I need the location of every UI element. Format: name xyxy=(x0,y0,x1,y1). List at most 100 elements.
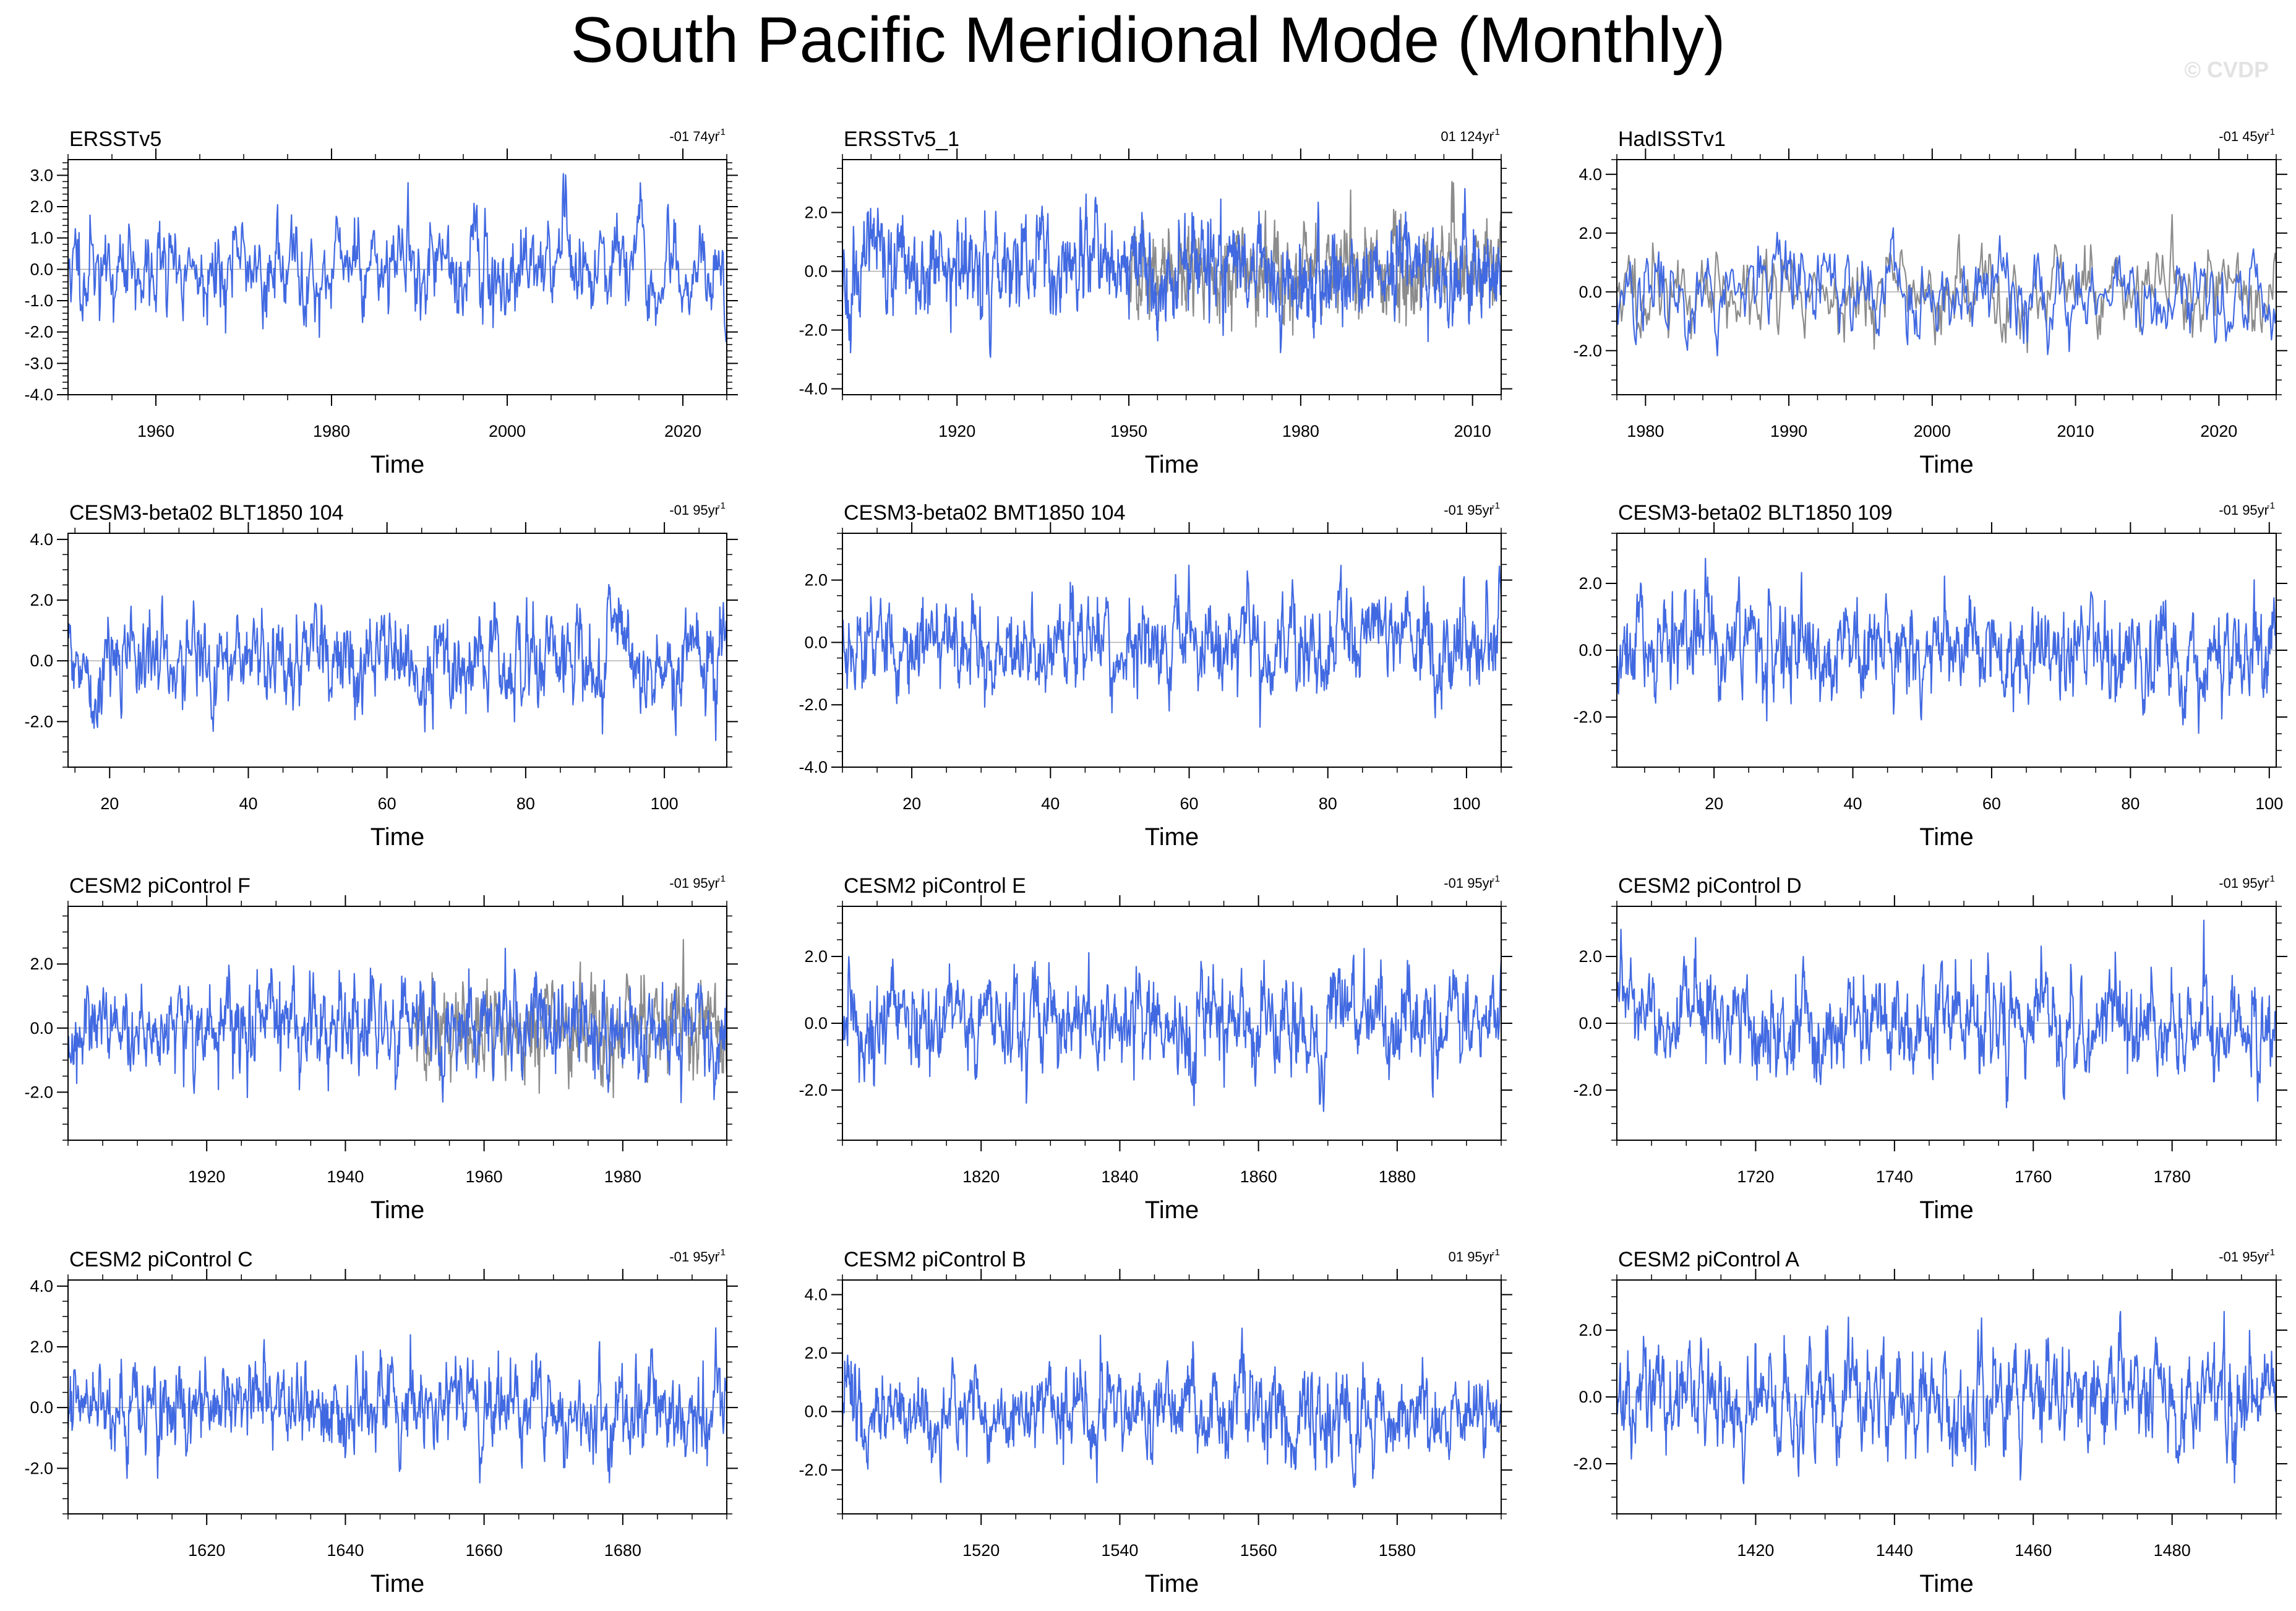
x-tick-label: 1980 xyxy=(604,1167,641,1186)
x-axis-label: Time xyxy=(1145,823,1199,851)
y-tick-label: 0.0 xyxy=(1578,641,1602,659)
series-line-picontrol-f xyxy=(68,947,727,1104)
y-tick-label: 2.0 xyxy=(1578,224,1602,243)
trend-label: -01 74yr xyxy=(669,129,719,144)
watermark: © CVDP xyxy=(2184,57,2269,82)
x-tick-label: 80 xyxy=(516,794,535,813)
trend-label: -01 95yr xyxy=(1444,875,1494,891)
plot-frame xyxy=(842,533,1502,768)
y-tick-label: 0.0 xyxy=(1578,1014,1602,1033)
series-line-picontrol-a xyxy=(1617,1310,2276,1485)
y-tick-label: 2.0 xyxy=(30,1338,53,1356)
series-line-picontrol-b xyxy=(842,1327,1501,1489)
y-tick-label: 0.0 xyxy=(30,1019,53,1037)
x-tick-label: 40 xyxy=(1041,794,1060,813)
x-tick-label: 1820 xyxy=(962,1167,1000,1186)
y-tick-label: 2.0 xyxy=(1578,574,1602,593)
x-tick-label: 1990 xyxy=(1770,422,1807,440)
y-tick-label: 4.0 xyxy=(804,1286,828,1304)
y-tick-label: 0.0 xyxy=(804,262,828,281)
x-tick-label: 1540 xyxy=(1101,1541,1138,1560)
trend-superscript: -1 xyxy=(718,500,726,511)
chart-panel-5: CESM3-beta02 BMT1850 104 -01 95yr-1 2.0 0.0… xyxy=(799,500,1512,851)
chart-panel-6: CESM3-beta02 BLT1850 109 -01 95yr-1 2.0 0.0… xyxy=(1573,500,2287,851)
x-tick-label: 2010 xyxy=(2057,422,2094,440)
x-axis-label: Time xyxy=(371,823,424,851)
trend-superscript: -1 xyxy=(718,127,726,137)
y-tick-label: 2.0 xyxy=(804,947,828,966)
y-tick-label: -2.0 xyxy=(24,712,53,731)
panel-title: ERSSTv5 xyxy=(69,127,161,151)
x-axis-label: Time xyxy=(1919,823,1973,851)
x-tick-label: 1640 xyxy=(327,1541,364,1560)
trend-superscript: -1 xyxy=(718,874,726,884)
x-tick-label: 1740 xyxy=(1876,1167,1913,1186)
trend-label: -01 95yr xyxy=(669,875,719,891)
y-tick-label: 2.0 xyxy=(1578,947,1602,966)
chart-panel-11: CESM2 piControl B 01 95yr-1 4.0 2.0 0.0 -2.0 1… xyxy=(799,1247,1512,1597)
trend-superscript: -1 xyxy=(1492,1247,1500,1258)
x-tick-label: 2000 xyxy=(1914,422,1951,440)
y-tick-label: -2.0 xyxy=(24,1083,53,1101)
x-tick-label: 1940 xyxy=(327,1167,364,1186)
y-tick-label: 2.0 xyxy=(1578,1321,1602,1339)
panel-title: CESM2 piControl C xyxy=(69,1248,253,1271)
x-tick-label: 40 xyxy=(239,794,257,813)
y-tick-label: 2.0 xyxy=(804,571,828,590)
plot-frame xyxy=(67,159,727,395)
trend-superscript: -1 xyxy=(2267,874,2275,884)
trend-label: -01 45yr xyxy=(2219,129,2269,144)
chart-panel-10: CESM2 piControl C -01 95yr-1 4.0 2.0 0.0 -2.0… xyxy=(24,1247,738,1597)
x-axis-label: Time xyxy=(1919,451,1973,478)
trend-superscript: -1 xyxy=(1492,127,1500,137)
x-tick-label: 1860 xyxy=(1240,1167,1277,1186)
plot-frame xyxy=(67,533,727,768)
x-tick-label: 1620 xyxy=(188,1541,225,1560)
series-line-blt1850-109 xyxy=(1617,557,2276,734)
x-tick-label: 40 xyxy=(1843,794,1862,813)
y-tick-label: 0.0 xyxy=(804,633,828,651)
trend-superscript: -1 xyxy=(2267,1247,2275,1258)
y-tick-label: 0.0 xyxy=(804,1014,828,1033)
y-tick-label: -2.0 xyxy=(799,321,828,340)
trend-superscript: -1 xyxy=(1492,874,1500,884)
plot-frame xyxy=(67,906,727,1141)
x-tick-label: 80 xyxy=(2121,794,2140,813)
x-axis-label: Time xyxy=(371,451,424,478)
series-line-bmt1850-104 xyxy=(842,564,1501,728)
chart-panel-3: HadISSTv1 -01 45yr-1 4.0 2.0 0.0 -2.0 1980 1990… xyxy=(1573,127,2287,478)
chart-panel-4: CESM3-beta02 BLT1850 104 -01 95yr-1 4.0 2.0… xyxy=(24,500,738,851)
y-tick-label: -2.0 xyxy=(799,1081,828,1099)
y-tick-label: -2.0 xyxy=(1573,708,1602,726)
x-tick-label: 60 xyxy=(1180,794,1199,813)
y-tick-label: 2.0 xyxy=(30,955,53,973)
y-tick-label: 4.0 xyxy=(30,1277,53,1295)
y-tick-label: 0.0 xyxy=(30,651,53,670)
chart-panel-7: CESM2 piControl F -01 95yr-1 2.0 0.0 -2.0 192… xyxy=(24,874,738,1224)
x-tick-label: 60 xyxy=(378,794,396,813)
x-tick-label: 2000 xyxy=(489,422,526,440)
chart-panel-2: ERSSTv5_1 01 124yr-1 2.0 0.0 -2.0 -4.0 1920 195… xyxy=(799,127,1512,478)
series-line-ersstv5 xyxy=(68,173,727,343)
x-tick-label: 1680 xyxy=(604,1541,641,1560)
panel-title: CESM2 piControl B xyxy=(844,1248,1026,1271)
x-tick-label: 1950 xyxy=(1110,422,1147,440)
y-tick-label: 1.0 xyxy=(30,229,53,247)
x-tick-label: 1760 xyxy=(2015,1167,2052,1186)
y-tick-label: -4.0 xyxy=(799,758,828,776)
trend-label: -01 95yr xyxy=(2219,502,2269,518)
y-tick-label: -1.0 xyxy=(24,291,53,310)
x-axis-label: Time xyxy=(1145,1196,1199,1224)
x-tick-label: 2020 xyxy=(664,422,701,440)
series-line-picontrol-c xyxy=(68,1327,727,1484)
y-tick-label: 3.0 xyxy=(30,166,53,184)
y-tick-label: -2.0 xyxy=(1573,342,1602,360)
y-tick-label: -4.0 xyxy=(24,385,53,404)
x-tick-label: 1580 xyxy=(1379,1541,1416,1560)
panel-title: CESM2 piControl E xyxy=(844,874,1026,898)
x-tick-label: 1720 xyxy=(1737,1167,1774,1186)
trend-label: -01 95yr xyxy=(2219,875,2269,891)
x-tick-label: 80 xyxy=(1319,794,1337,813)
plot-frame xyxy=(67,1279,727,1514)
x-axis-label: Time xyxy=(1919,1196,1973,1224)
